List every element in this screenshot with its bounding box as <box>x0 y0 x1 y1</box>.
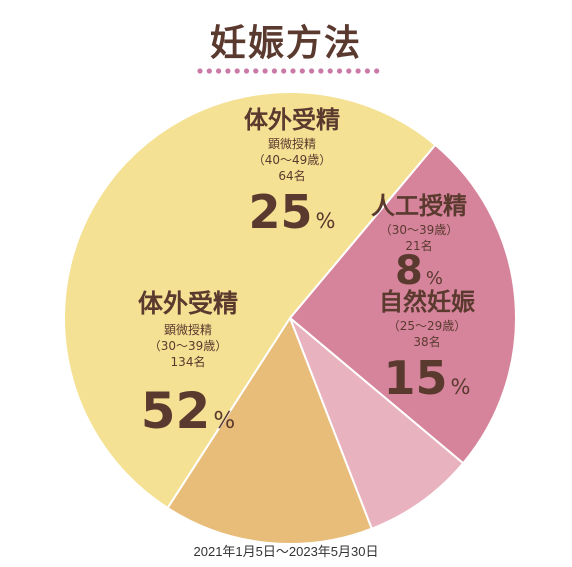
divider-dot <box>318 68 324 74</box>
divider-dot <box>290 68 296 74</box>
slice-name-label: 人工授精 <box>371 192 467 220</box>
slice-percent-label: 15% <box>384 351 471 405</box>
divider-dot <box>225 68 231 74</box>
slice-percent-label: 52% <box>141 382 235 440</box>
divider-dot <box>234 68 240 74</box>
divider-dot <box>364 68 370 74</box>
slice-age-label: （25〜29歳） <box>388 319 467 333</box>
divider-dot <box>281 68 287 74</box>
pie-slice <box>288 143 517 465</box>
slice-age-label: （30〜39歳） <box>149 339 228 353</box>
divider-dot <box>336 68 343 74</box>
divider-dot <box>271 68 277 74</box>
divider-dot <box>299 68 305 74</box>
divider-dot <box>216 68 222 74</box>
date-range: 2021年1月5日〜2023年5月30日 <box>193 544 379 559</box>
divider-dot <box>346 68 352 74</box>
divider-dot <box>309 68 315 74</box>
slice-percent-label: 8% <box>395 248 443 294</box>
divider-dot <box>327 68 333 74</box>
divider-dot <box>262 68 268 74</box>
divider-dot <box>197 68 203 74</box>
pie-slice <box>289 317 465 530</box>
slice-age-label: （40〜49歳） <box>253 153 332 167</box>
slice-count-label: 134名 <box>171 354 206 369</box>
pie-slice <box>62 91 437 510</box>
slice-name-label: 体外受精 <box>138 289 238 318</box>
slice-name-label: 体外受精 <box>244 106 340 134</box>
slice-percent-label: 25% <box>249 185 336 239</box>
slice-sub-label: 顕微授精 <box>164 322 212 337</box>
divider-dot <box>355 68 361 74</box>
divider-dot <box>374 68 380 74</box>
divider-dot <box>243 68 250 74</box>
pie-slice <box>166 315 374 545</box>
slice-count-label: 64名 <box>278 168 305 183</box>
divider-dot <box>206 68 212 74</box>
title-dot-divider <box>197 68 380 74</box>
slice-name-label: 自然妊娠 <box>379 288 475 316</box>
slice-sub-label: 顕微授精 <box>268 136 316 151</box>
divider-dot <box>253 68 259 74</box>
slice-age-label: （30〜39歳） <box>380 223 459 237</box>
slice-count-label: 21名 <box>405 238 432 253</box>
chart-title: 妊娠方法 <box>209 23 362 64</box>
slice-count-label: 38名 <box>413 334 440 349</box>
